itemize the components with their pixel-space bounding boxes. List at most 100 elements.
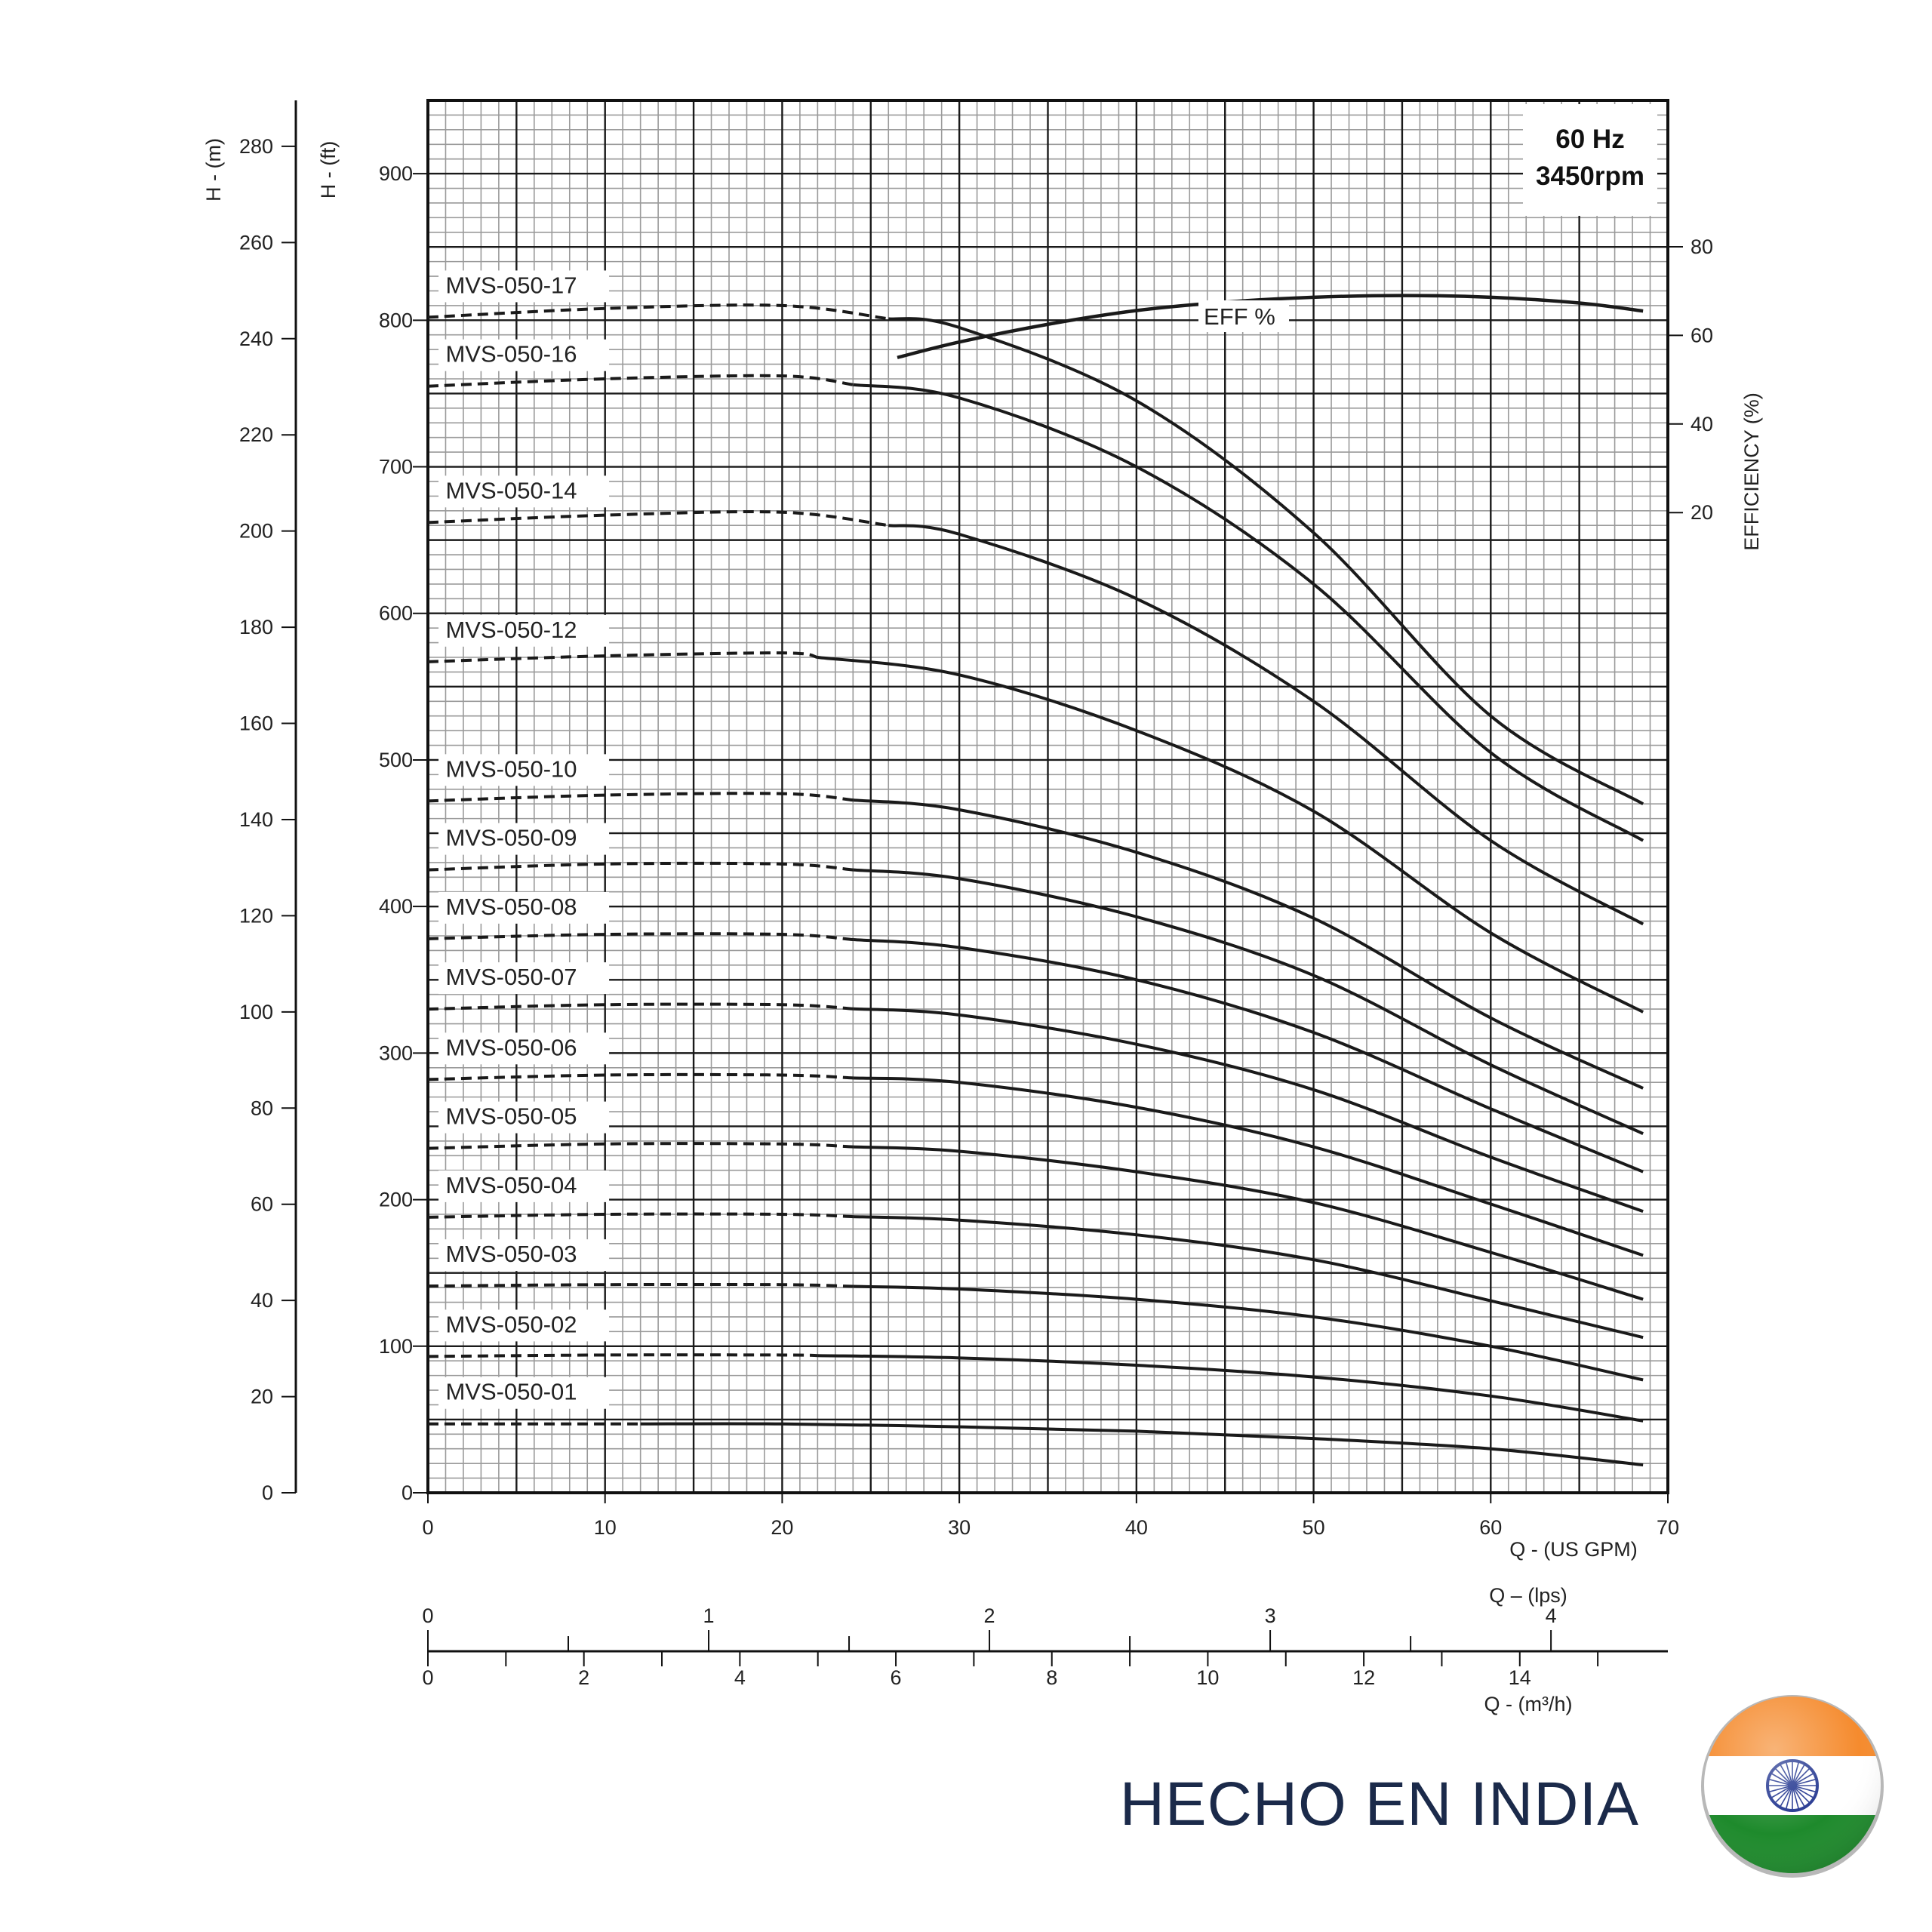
x-tick-label: 30 (948, 1516, 971, 1539)
plot-frame (426, 99, 1669, 1494)
m3h-tick-label: 10 (1196, 1666, 1219, 1689)
m3h-tick-label: 0 (422, 1666, 433, 1689)
y-ft-tick-label: 300 (379, 1041, 413, 1064)
lps-tick-label: 4 (1546, 1604, 1557, 1627)
efficiency-curve: EFF % (897, 294, 1644, 359)
curve-label-bg (438, 1309, 610, 1342)
eff-tick-label: 80 (1690, 235, 1713, 258)
curve-label: MVS-050-05 (445, 1103, 577, 1130)
head-curve-dashed-mvs-050-16 (427, 374, 854, 388)
curve-label: MVS-050-14 (445, 477, 577, 503)
head-curve-dashed-mvs-050-12 (427, 651, 818, 663)
lps-tick-label: 2 (984, 1604, 995, 1627)
lps-tick-label: 1 (703, 1604, 715, 1627)
y-m-tick-label: 220 (239, 423, 273, 446)
curve-label-bg (438, 891, 610, 924)
x-axis-lps-title: Q – (lps) (1489, 1584, 1567, 1607)
head-curve-dashed-mvs-050-10 (427, 792, 854, 803)
y-m-tick-label: 280 (239, 135, 273, 158)
y-m-tick-label: 200 (239, 520, 273, 543)
head-curve-dashed-mvs-050-17 (427, 303, 889, 321)
head-curve-dashed-mvs-050-05 (427, 1142, 854, 1150)
head-curve-dashed-mvs-050-02 (427, 1353, 818, 1358)
m3h-tick-label: 4 (734, 1666, 746, 1689)
head-curve-mvs-050-12 (817, 656, 1644, 1014)
curve-labels: MVS-050-17 MVS-050-16 MVS-050-14 MVS-050-12… (438, 270, 610, 1409)
y-m-tick-label: 0 (262, 1481, 273, 1504)
eff-tick-label: 20 (1690, 501, 1713, 524)
y-m-tick-label: 260 (239, 231, 273, 254)
curve-label: MVS-050-17 (445, 272, 577, 298)
m3h-tick-label: 8 (1046, 1666, 1057, 1689)
head-curves (427, 303, 1644, 1467)
y-m-tick-label: 40 (251, 1289, 273, 1312)
curve-label: MVS-050-08 (445, 894, 577, 920)
y-axis-ft-title: H - (ft) (317, 141, 340, 198)
y-ft-tick-label: 0 (401, 1481, 413, 1504)
m3h-tick-label: 2 (578, 1666, 589, 1689)
y-ft-tick-label: 200 (379, 1189, 413, 1211)
head-curve-mvs-050-17 (888, 317, 1644, 805)
india-flag-icon (1701, 1695, 1884, 1878)
curve-label: MVS-050-12 (445, 617, 577, 643)
y-m-tick-label: 100 (239, 1001, 273, 1023)
y-ft-tick-label: 100 (379, 1335, 413, 1358)
curve-label: MVS-050-03 (445, 1241, 577, 1267)
head-curve-mvs-050-10 (853, 798, 1644, 1090)
x-tick-label: 70 (1657, 1516, 1679, 1539)
y-ft-tick-label: 700 (379, 456, 413, 478)
curve-label: MVS-050-07 (445, 964, 577, 990)
x-tick-label: 50 (1303, 1516, 1325, 1539)
efficiency-line (897, 294, 1644, 359)
eff-tick-label: 60 (1690, 324, 1713, 346)
curve-label-bg (438, 823, 610, 855)
head-curve-dashed-mvs-050-03 (427, 1282, 854, 1288)
y-m-tick-label: 20 (251, 1386, 273, 1408)
curve-label-bg (438, 614, 610, 647)
m3h-tick-label: 6 (891, 1666, 902, 1689)
curve-label: MVS-050-09 (445, 825, 577, 851)
y-m-tick-label: 140 (239, 808, 273, 831)
head-curve-mvs-050-08 (853, 938, 1644, 1174)
head-curve-dashed-mvs-050-08 (427, 932, 854, 942)
x-axis-gpm-title: Q - (US GPM) (1509, 1538, 1638, 1561)
y-m-tick-label: 120 (239, 904, 273, 927)
lps-tick-label: 0 (422, 1604, 433, 1627)
lps-tick-label: 3 (1265, 1604, 1276, 1627)
curve-label-bg (438, 1101, 610, 1134)
m3h-tick-label: 12 (1352, 1666, 1375, 1689)
y-ft-tick-label: 500 (379, 749, 413, 771)
rpm-label: 3450rpm (1536, 162, 1644, 191)
head-curve-dashed-mvs-050-07 (427, 1002, 854, 1011)
head-curve-dashed-mvs-050-09 (427, 861, 854, 872)
head-curve-mvs-050-06 (853, 1076, 1644, 1257)
curve-label: MVS-050-02 (445, 1311, 577, 1337)
head-curve-dashed-mvs-050-06 (427, 1072, 854, 1081)
curve-label-bg (438, 270, 610, 303)
m3h-tick-label: 14 (1509, 1666, 1531, 1689)
head-curve-mvs-050-01 (640, 1422, 1644, 1467)
curve-label: MVS-050-10 (445, 755, 577, 782)
x-axis-m3h-title: Q - (m³/h) (1484, 1693, 1573, 1715)
eff-tick-label: 40 (1690, 413, 1713, 435)
eff-label-bg (1198, 300, 1290, 332)
x-tick-label: 20 (771, 1516, 793, 1539)
curve-label-bg (438, 754, 610, 786)
head-curve-mvs-050-02 (817, 1354, 1644, 1423)
made-in-india-text: HECHO EN INDIA (1120, 1770, 1639, 1838)
y-axis-m-title: H - (m) (202, 138, 225, 202)
y-ft-tick-label: 400 (379, 895, 413, 918)
y-ft-tick-label: 900 (379, 162, 413, 185)
y-ft-tick-label: 800 (379, 309, 413, 331)
y-m-tick-label: 240 (239, 328, 273, 350)
head-curve-dashed-mvs-050-04 (427, 1212, 854, 1219)
curve-label-bg (438, 475, 610, 508)
x-tick-label: 10 (594, 1516, 617, 1539)
head-curve-mvs-050-16 (853, 383, 1644, 842)
y-ft-tick-label: 600 (379, 602, 413, 625)
curve-label-bg (438, 1032, 610, 1065)
axes: 0 10 20 30 40 50 60 700100200300400500600700800… (239, 100, 1713, 1689)
y-m-tick-label: 160 (239, 712, 273, 735)
curve-label-bg (438, 962, 610, 995)
y-axis-eff-title: EFFICIENCY (%) (1740, 392, 1763, 551)
